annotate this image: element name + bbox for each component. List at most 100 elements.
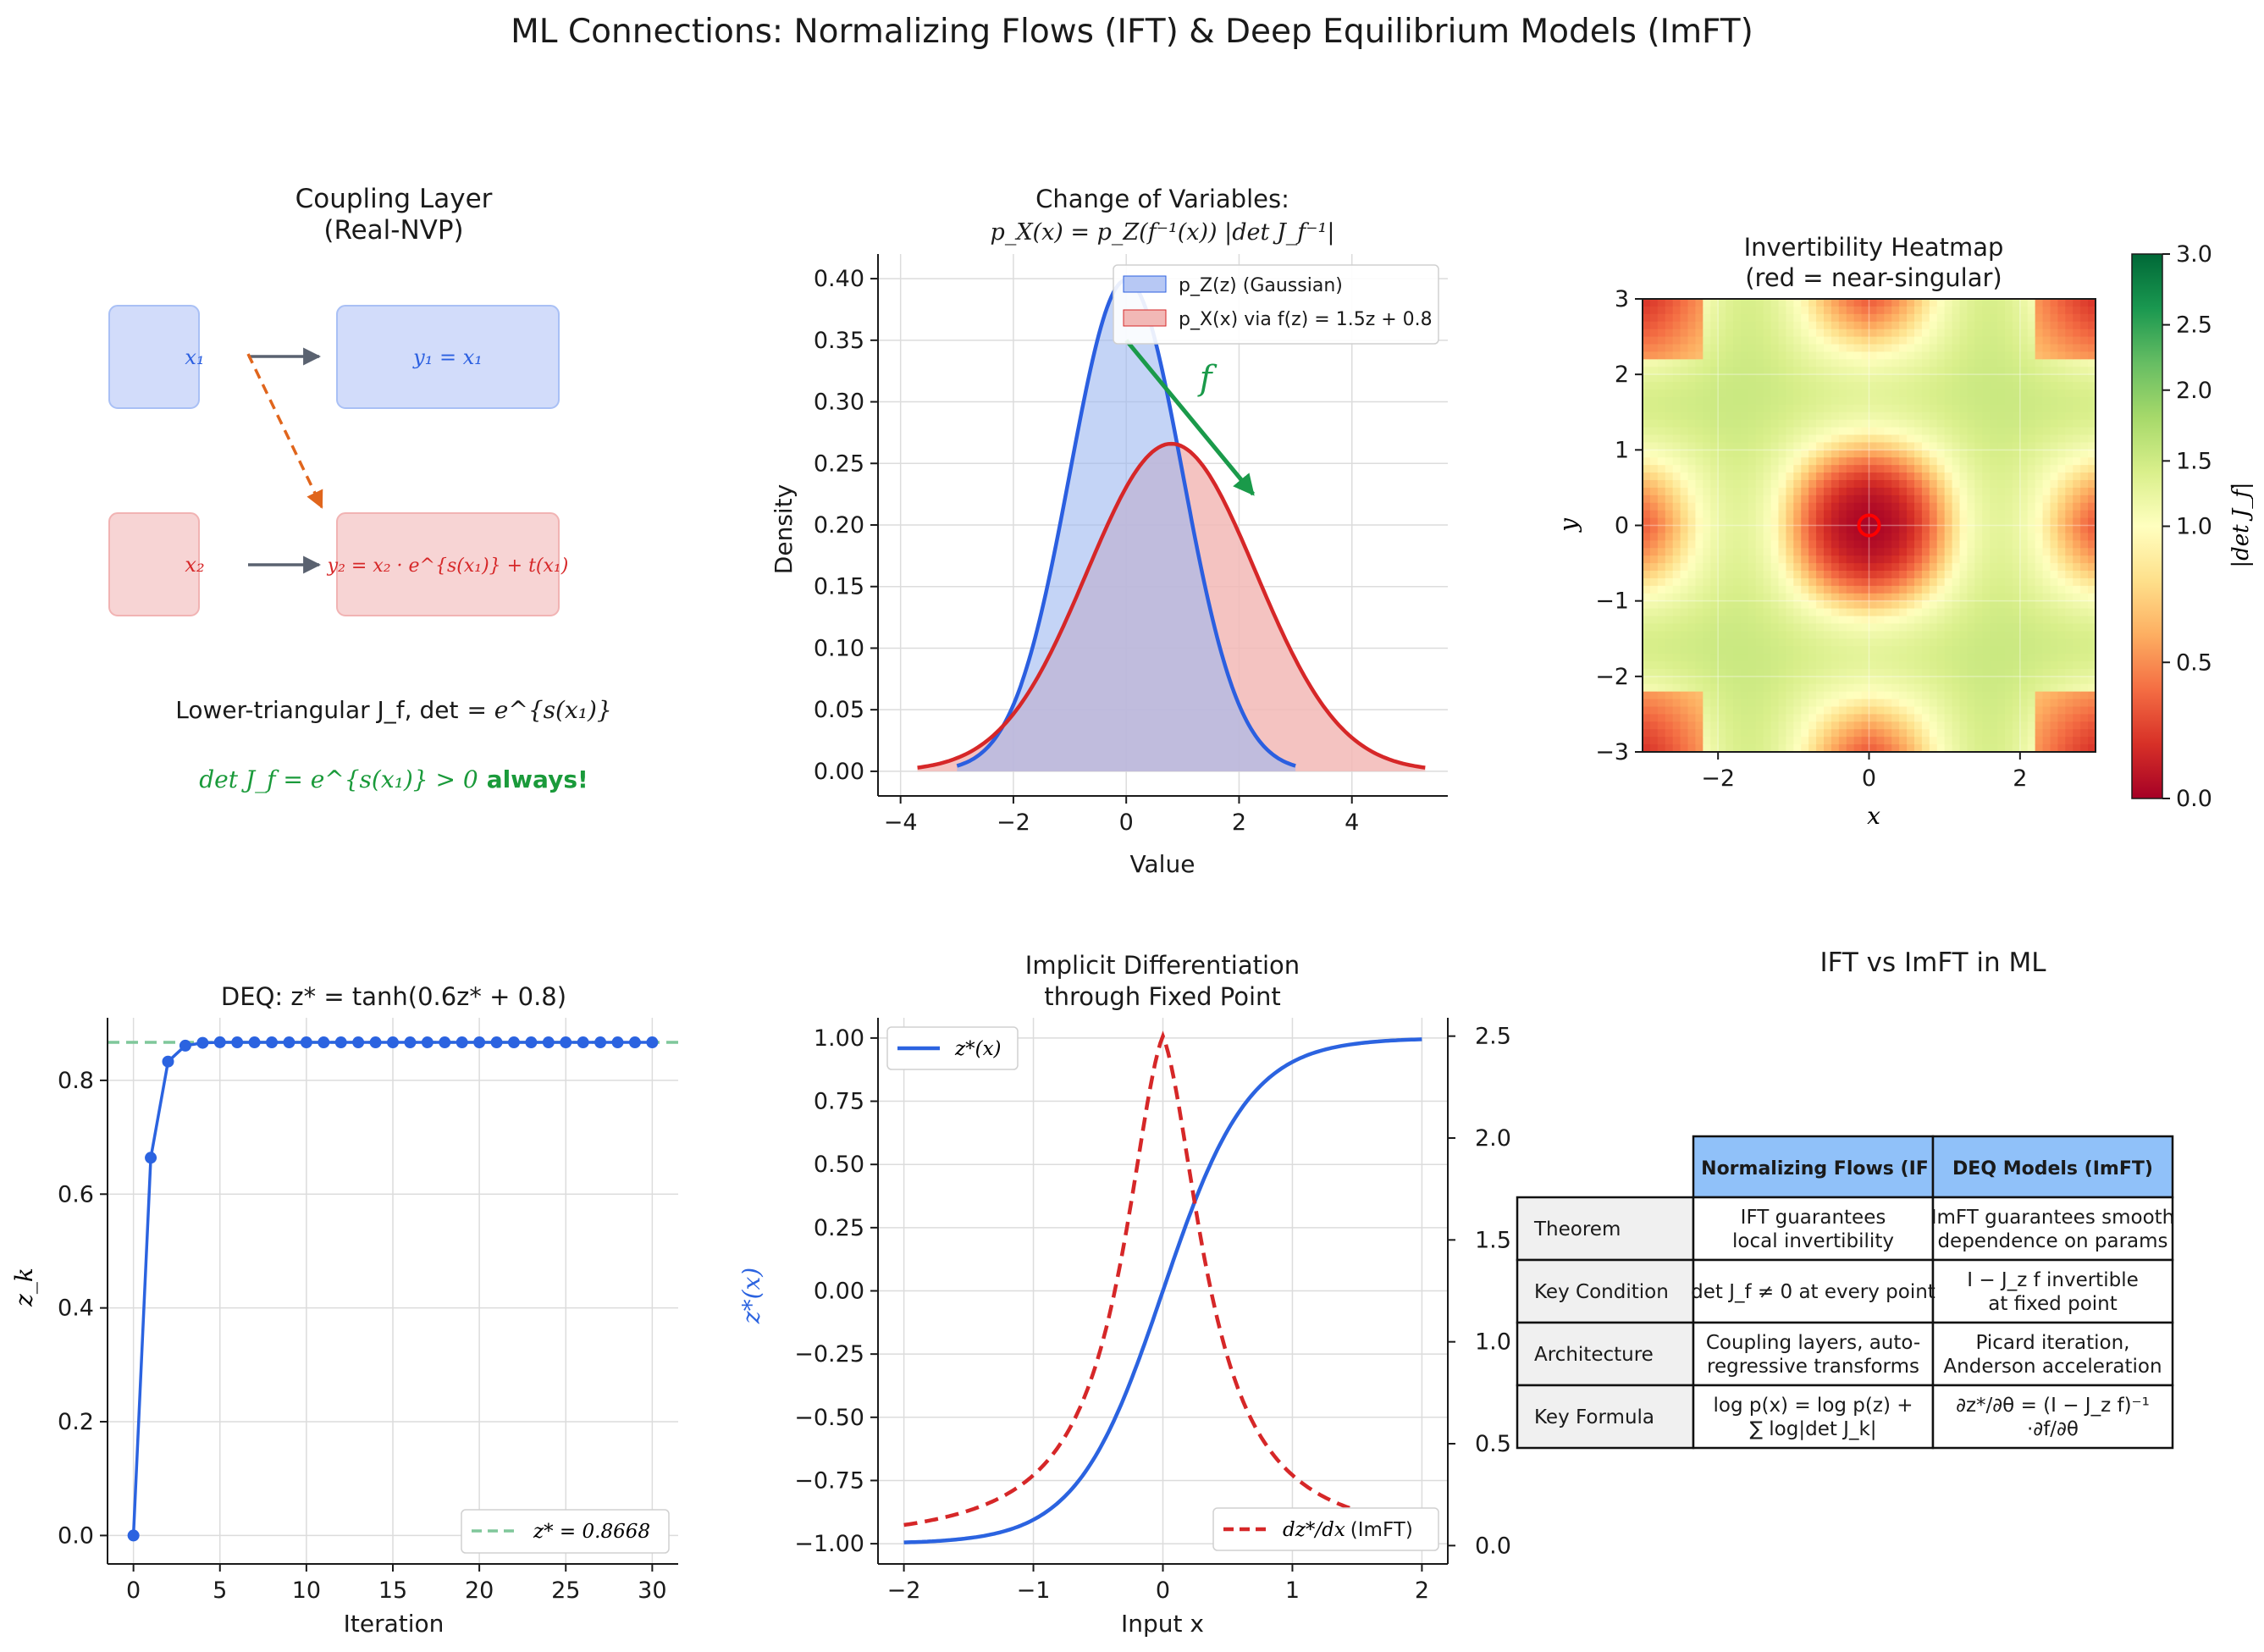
heat-cell [1846, 563, 1855, 572]
heat-cell [1770, 472, 1780, 481]
heat-cell [1786, 321, 1794, 330]
heat-cell [1907, 382, 1915, 390]
heat-cell [1824, 608, 1832, 617]
heat-cell [2042, 623, 2051, 632]
heat-cell [1974, 533, 1983, 541]
heat-cell [2019, 517, 2029, 527]
heat-cell [1997, 321, 2006, 330]
heat-cell [1748, 631, 1757, 639]
heat-cell [1990, 540, 1998, 549]
heat-cell [2057, 494, 2066, 504]
heat-cell [2088, 585, 2096, 594]
heat-cell [2005, 638, 2013, 647]
heat-cell [1755, 668, 1764, 677]
heat-cell [1899, 729, 1908, 738]
heat-cell [1846, 721, 1855, 730]
heat-cell [1869, 329, 1878, 338]
heat-cell [1914, 299, 1923, 307]
heat-cell [1921, 427, 1930, 436]
heat-cell [1914, 593, 1923, 602]
heat-cell [2027, 721, 2036, 730]
heat-cell [2012, 533, 2021, 541]
heat-cell [1936, 396, 1946, 406]
heat-cell [2035, 412, 2044, 421]
heat-cell [1884, 382, 1892, 390]
heat-cell [1967, 646, 1975, 655]
heat-cell [1763, 691, 1772, 700]
heat-cell [1861, 321, 1870, 330]
heat-cell [1657, 668, 1666, 677]
heat-cell [1997, 593, 2006, 602]
heat-cell [1778, 367, 1787, 375]
heat-cell [2080, 510, 2089, 519]
heat-cell [1672, 668, 1681, 677]
heat-cell [2057, 390, 2066, 398]
heat-cell [1921, 502, 1930, 511]
heat-cell [1793, 336, 1802, 345]
heat-cell [1884, 434, 1892, 444]
heat-cell [2088, 668, 2096, 677]
heat-cell [2019, 306, 2029, 315]
heat-cell [1740, 502, 1749, 511]
heat-cell [2042, 548, 2051, 556]
heat-cell [1726, 306, 1734, 315]
heat-cell [1997, 517, 2006, 527]
heat-cell [1778, 533, 1787, 541]
heat-cell [1914, 668, 1923, 677]
heat-cell [1891, 344, 1900, 353]
heat-cell [1665, 714, 1674, 722]
heat-cell [1914, 721, 1923, 730]
heat-cell [2042, 472, 2051, 481]
heat-cell [2012, 691, 2021, 700]
heat-cell [1793, 382, 1802, 390]
heat-cell [1967, 729, 1975, 738]
heat-cell [2057, 419, 2066, 428]
heat-cell [1831, 577, 1840, 587]
heat-cell [1680, 623, 1689, 632]
heat-cell [1643, 676, 1651, 685]
heat-cell [1929, 502, 1938, 511]
heat-cell [1643, 465, 1651, 473]
heat-cell [1997, 631, 2006, 639]
heat-cell [1748, 714, 1757, 722]
heat-cell [1967, 502, 1975, 511]
heat-cell [1861, 744, 1870, 752]
heat-cell [2088, 344, 2096, 353]
heat-cell [1838, 472, 1847, 481]
heat-cell [1726, 517, 1734, 527]
heat-cell [1952, 427, 1961, 436]
heat-cell [1974, 563, 1983, 572]
heat-cell [1649, 616, 1659, 625]
heat-cell [1733, 306, 1742, 315]
heat-cell [2042, 676, 2051, 685]
heat-cell [1665, 351, 1674, 360]
heat-cell [1876, 517, 1885, 527]
heat-cell [1665, 450, 1674, 458]
heat-cell [1876, 676, 1885, 685]
heat-cell [2050, 600, 2059, 610]
table-cell-text: ·∂f/∂θ [2027, 1418, 2079, 1440]
heat-cell [1997, 699, 2006, 708]
heat-cell [2065, 487, 2073, 496]
heat-cell [1695, 419, 1704, 428]
heat-cell [1649, 494, 1659, 504]
heat-cell [1801, 472, 1809, 481]
heat-cell [1929, 510, 1938, 519]
heat-cell [2080, 563, 2089, 572]
heat-cell [1816, 563, 1825, 572]
heat-cell [2005, 676, 2013, 685]
heat-cell [1914, 510, 1923, 519]
heat-cell [2042, 465, 2051, 473]
heat-cell [1853, 480, 1863, 489]
heat-cell [2057, 313, 2066, 323]
heat-cell [1770, 396, 1780, 406]
heat-cell [1703, 299, 1711, 307]
heat-cell [1967, 585, 1975, 594]
heat-cell [1891, 646, 1900, 655]
heat-cell [1838, 691, 1847, 700]
heat-cell [1726, 737, 1734, 745]
heat-cell [1974, 374, 1983, 383]
heat-cell [1748, 472, 1757, 481]
heat-cell [1672, 676, 1681, 685]
heat-cell [1755, 600, 1764, 610]
